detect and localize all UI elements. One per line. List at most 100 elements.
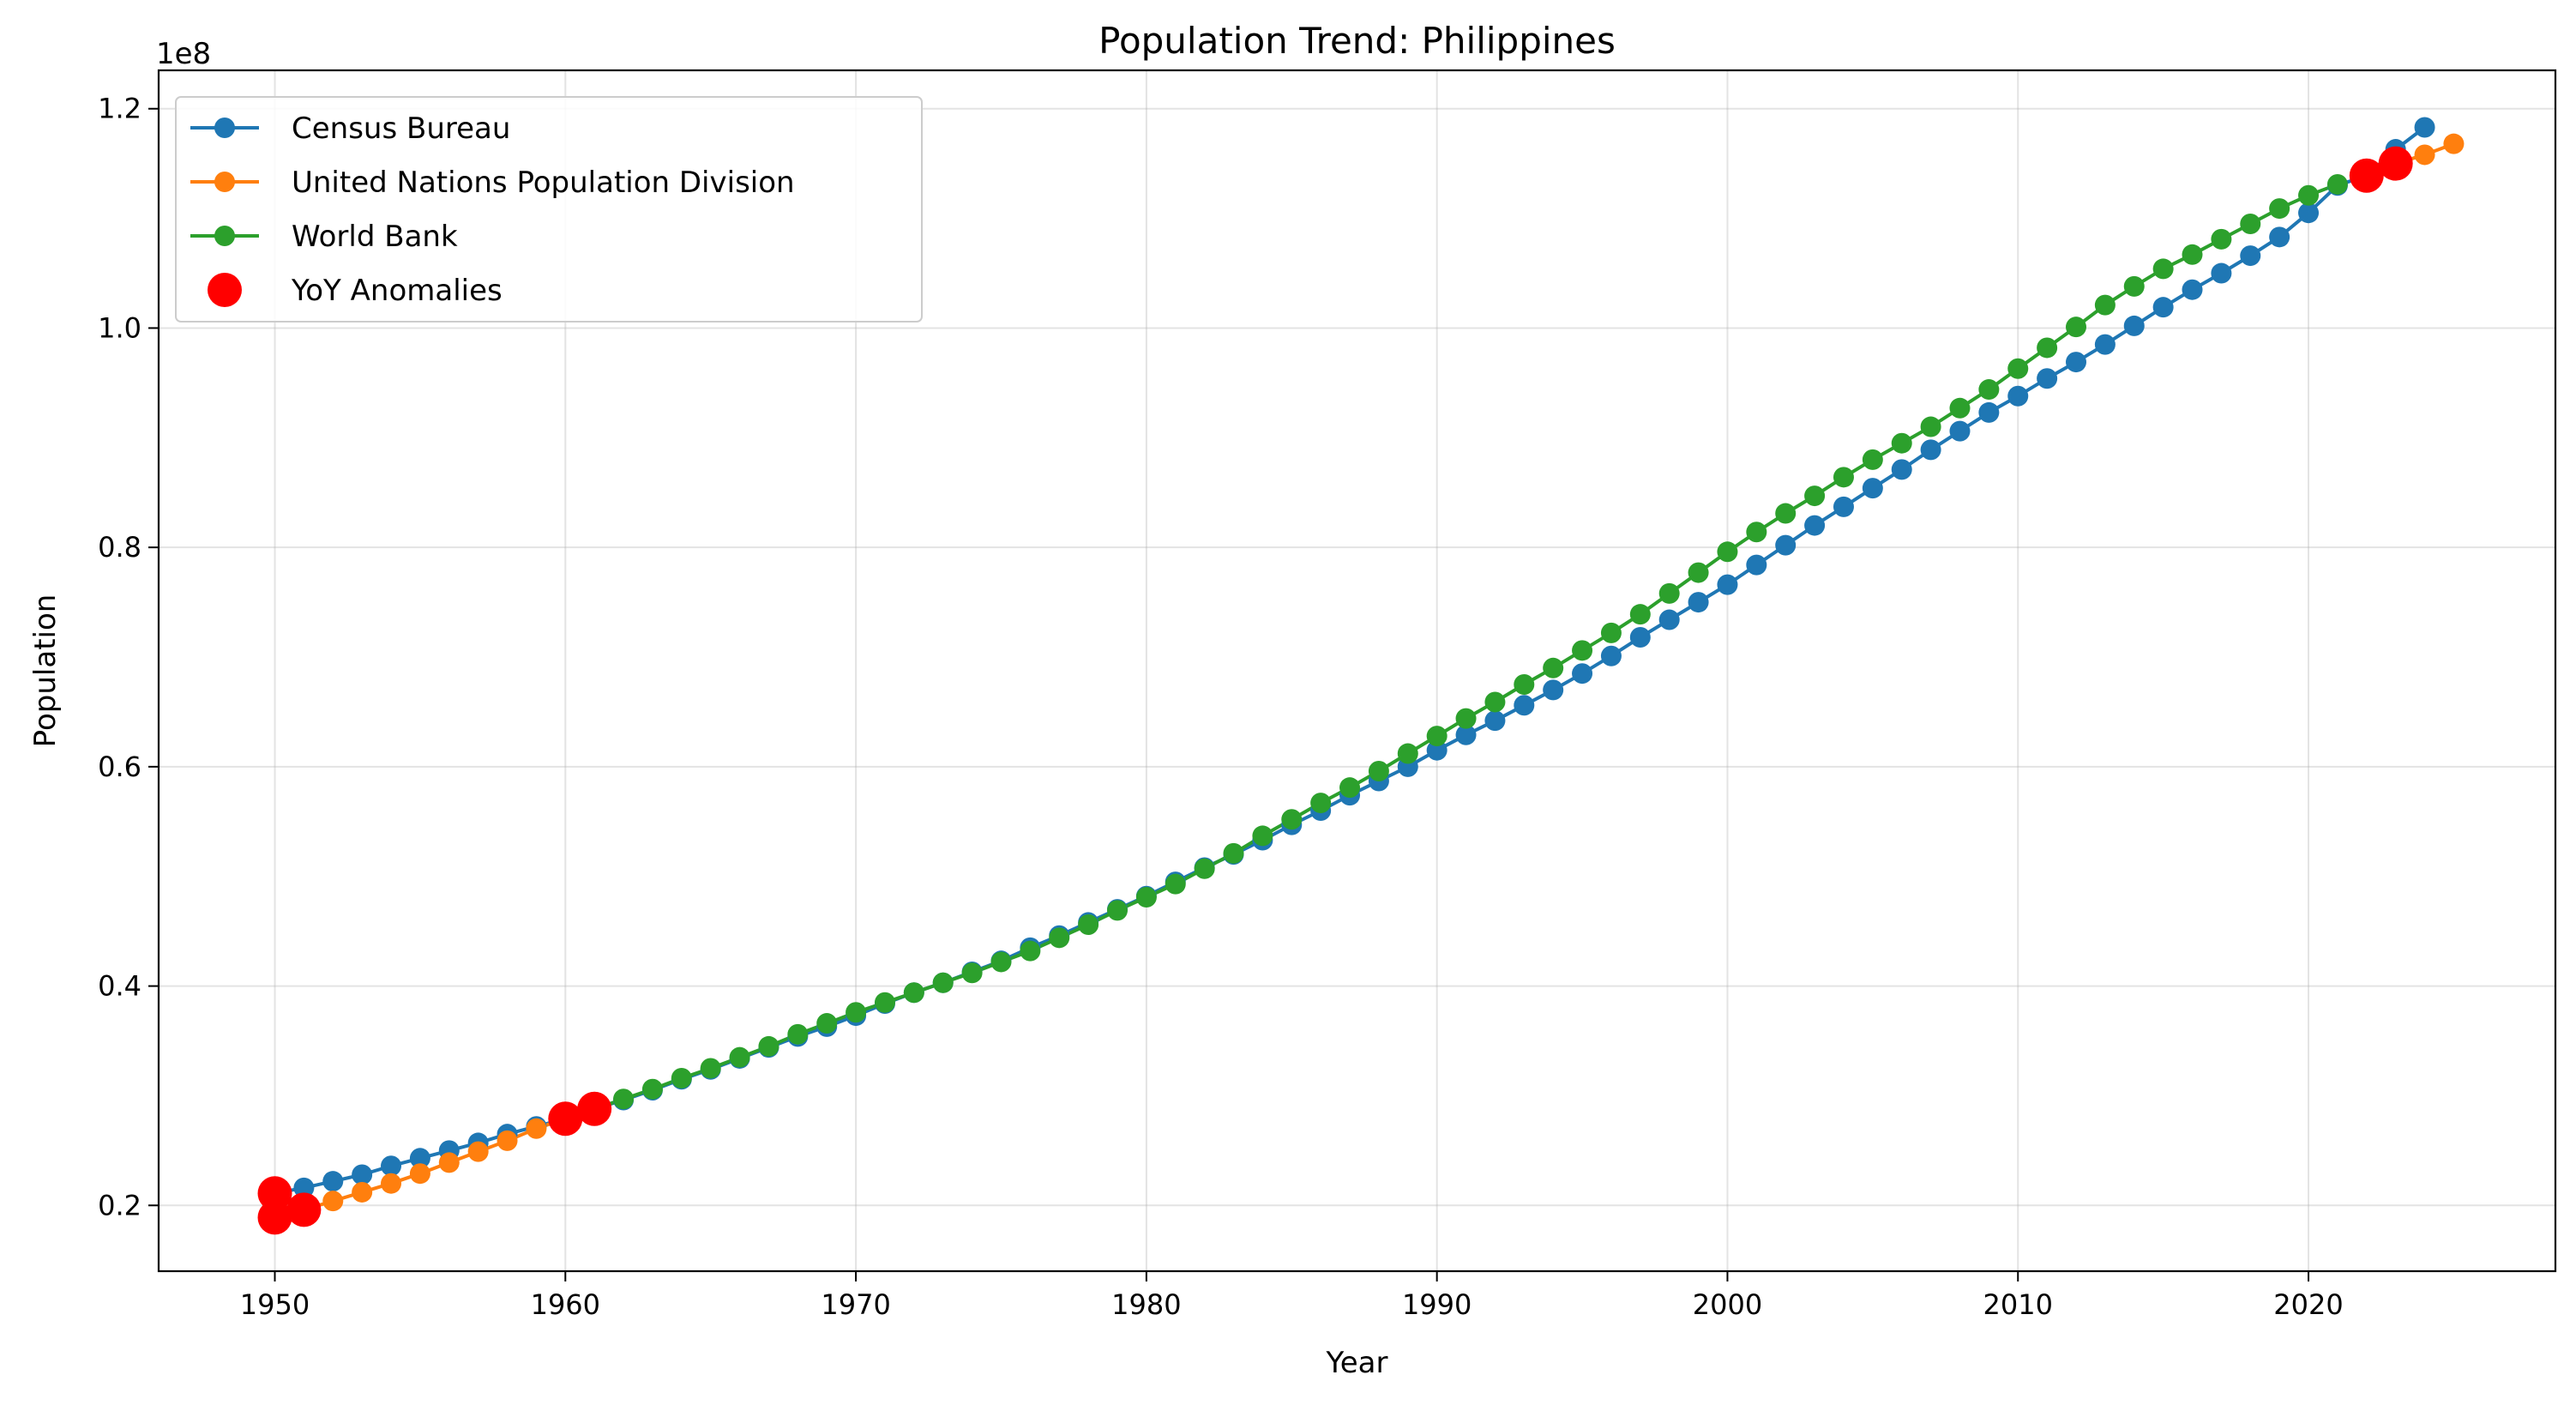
- world-bank-point: [1833, 467, 1854, 488]
- world-bank-point: [1135, 887, 1157, 908]
- legend-label-world-bank: World Bank: [292, 220, 458, 254]
- census-bureau-point: [1600, 645, 1622, 666]
- x-axis-ticks: 1950 1960 1970 1980 1990 2000 2010 2020: [240, 1271, 2344, 1321]
- world-bank-point: [2326, 173, 2348, 195]
- census-bureau-point: [1688, 592, 1709, 613]
- census-bureau-point: [2182, 279, 2203, 300]
- world-bank-point: [2182, 244, 2203, 265]
- x-tick-label: 2000: [1693, 1288, 1762, 1321]
- world-bank-point: [613, 1088, 635, 1110]
- world-bank-point: [1717, 541, 1738, 563]
- census-bureau-point: [1833, 496, 1854, 517]
- world-bank-point: [1804, 485, 1826, 507]
- united-nations-population-division-point: [381, 1173, 402, 1194]
- world-bank-point: [671, 1067, 692, 1088]
- anomaly-point: [257, 1200, 292, 1235]
- world-bank-point: [1426, 726, 1447, 747]
- world-bank-point: [1514, 673, 1535, 695]
- chart-title: Population Trend: Philippines: [1098, 20, 1616, 62]
- world-bank-point: [1078, 914, 1099, 935]
- world-bank-point: [729, 1046, 750, 1068]
- census-bureau-point: [1543, 679, 1564, 701]
- legend: Census Bureau United Nations Population D…: [175, 96, 923, 323]
- united-nations-population-division-point: [2443, 133, 2465, 154]
- anomaly-point: [577, 1091, 612, 1126]
- anomaly-point: [286, 1192, 322, 1227]
- world-bank-point: [1368, 760, 1389, 781]
- legend-label-united-nations-population-division: United Nations Population Division: [292, 166, 795, 200]
- united-nations-population-division-point: [322, 1191, 344, 1212]
- world-bank-point: [1746, 522, 1767, 543]
- world-bank-point: [1223, 842, 1244, 864]
- world-bank-point: [2240, 213, 2261, 234]
- census-bureau-point: [2007, 385, 2029, 407]
- world-bank-point: [2066, 317, 2086, 338]
- united-nations-population-division-point: [2414, 144, 2435, 166]
- x-tick-label: 1970: [821, 1288, 890, 1321]
- world-bank-point: [1978, 379, 2000, 401]
- world-bank-point: [1339, 777, 1361, 799]
- world-bank-point: [1629, 604, 1651, 625]
- x-tick-label: 1960: [531, 1288, 600, 1321]
- y-tick-label: 0.6: [98, 751, 141, 783]
- anomaly-point: [2378, 146, 2413, 181]
- world-bank-point: [846, 1002, 867, 1023]
- census-bureau-point: [1920, 439, 1941, 461]
- census-bureau-point: [1717, 574, 1738, 595]
- grid-lines: [159, 70, 2555, 1271]
- anomaly-point: [2349, 158, 2384, 193]
- world-bank-point: [1920, 416, 1941, 437]
- united-nations-population-division-point: [409, 1163, 430, 1185]
- census-bureau-point: [2240, 245, 2261, 267]
- legend-marker-yoy-anomalies: [208, 273, 242, 307]
- world-bank-point: [2211, 228, 2232, 250]
- world-bank-point: [787, 1023, 809, 1045]
- x-tick-label: 2010: [1983, 1288, 2053, 1321]
- world-bank-point: [1310, 793, 1332, 814]
- census-bureau-point: [1629, 627, 1651, 648]
- legend-marker-census-bureau: [214, 118, 235, 138]
- world-bank-point: [2037, 337, 2058, 359]
- world-bank-point: [1020, 940, 1041, 962]
- y-tick-label: 1.0: [98, 311, 141, 344]
- x-tick-label: 1980: [1111, 1288, 1181, 1321]
- world-bank-point: [990, 951, 1012, 973]
- world-bank-point: [1543, 657, 1564, 678]
- census-bureau-point: [1862, 478, 1883, 499]
- world-bank-point: [1194, 858, 1215, 879]
- x-tick-label: 1950: [240, 1288, 310, 1321]
- world-bank-point: [641, 1078, 663, 1100]
- world-bank-point: [700, 1058, 721, 1079]
- anomaly-point: [548, 1101, 583, 1137]
- census-bureau-point: [2066, 352, 2086, 373]
- census-bureau-point: [293, 1177, 315, 1198]
- series-markers: [264, 117, 2465, 1228]
- census-bureau-point: [2211, 262, 2232, 284]
- y-tick-label: 0.8: [98, 531, 141, 564]
- census-bureau-point: [352, 1164, 373, 1185]
- world-bank-point: [2094, 294, 2116, 316]
- census-bureau-point: [2269, 226, 2290, 248]
- legend-label-yoy-anomalies: YoY Anomalies: [291, 274, 503, 308]
- united-nations-population-division-point: [526, 1118, 547, 1139]
- world-bank-point: [2152, 258, 2174, 280]
- world-bank-point: [1600, 622, 1622, 643]
- y-axis-offset-label: 1e8: [156, 37, 211, 71]
- census-bureau-point: [322, 1171, 344, 1192]
- world-bank-point: [1455, 708, 1477, 729]
- x-axis-label: Year: [1326, 1346, 1388, 1380]
- world-bank-point: [2298, 184, 2320, 206]
- anomaly-point: [257, 1176, 292, 1211]
- census-bureau-point: [1978, 401, 2000, 423]
- census-bureau-point: [2094, 334, 2116, 355]
- world-bank-point: [1252, 825, 1273, 847]
- world-bank-point: [2269, 198, 2290, 220]
- world-bank-point: [1397, 743, 1418, 764]
- y-tick-label: 1.2: [98, 93, 141, 125]
- census-bureau-point: [1804, 515, 1826, 536]
- world-bank-point: [874, 992, 895, 1013]
- united-nations-population-division-point: [497, 1130, 518, 1151]
- census-bureau-point: [1658, 609, 1680, 630]
- y-axis-ticks: 0.2 0.4 0.6 0.8 1.0 1.2: [98, 93, 159, 1221]
- world-bank-point: [1572, 640, 1593, 661]
